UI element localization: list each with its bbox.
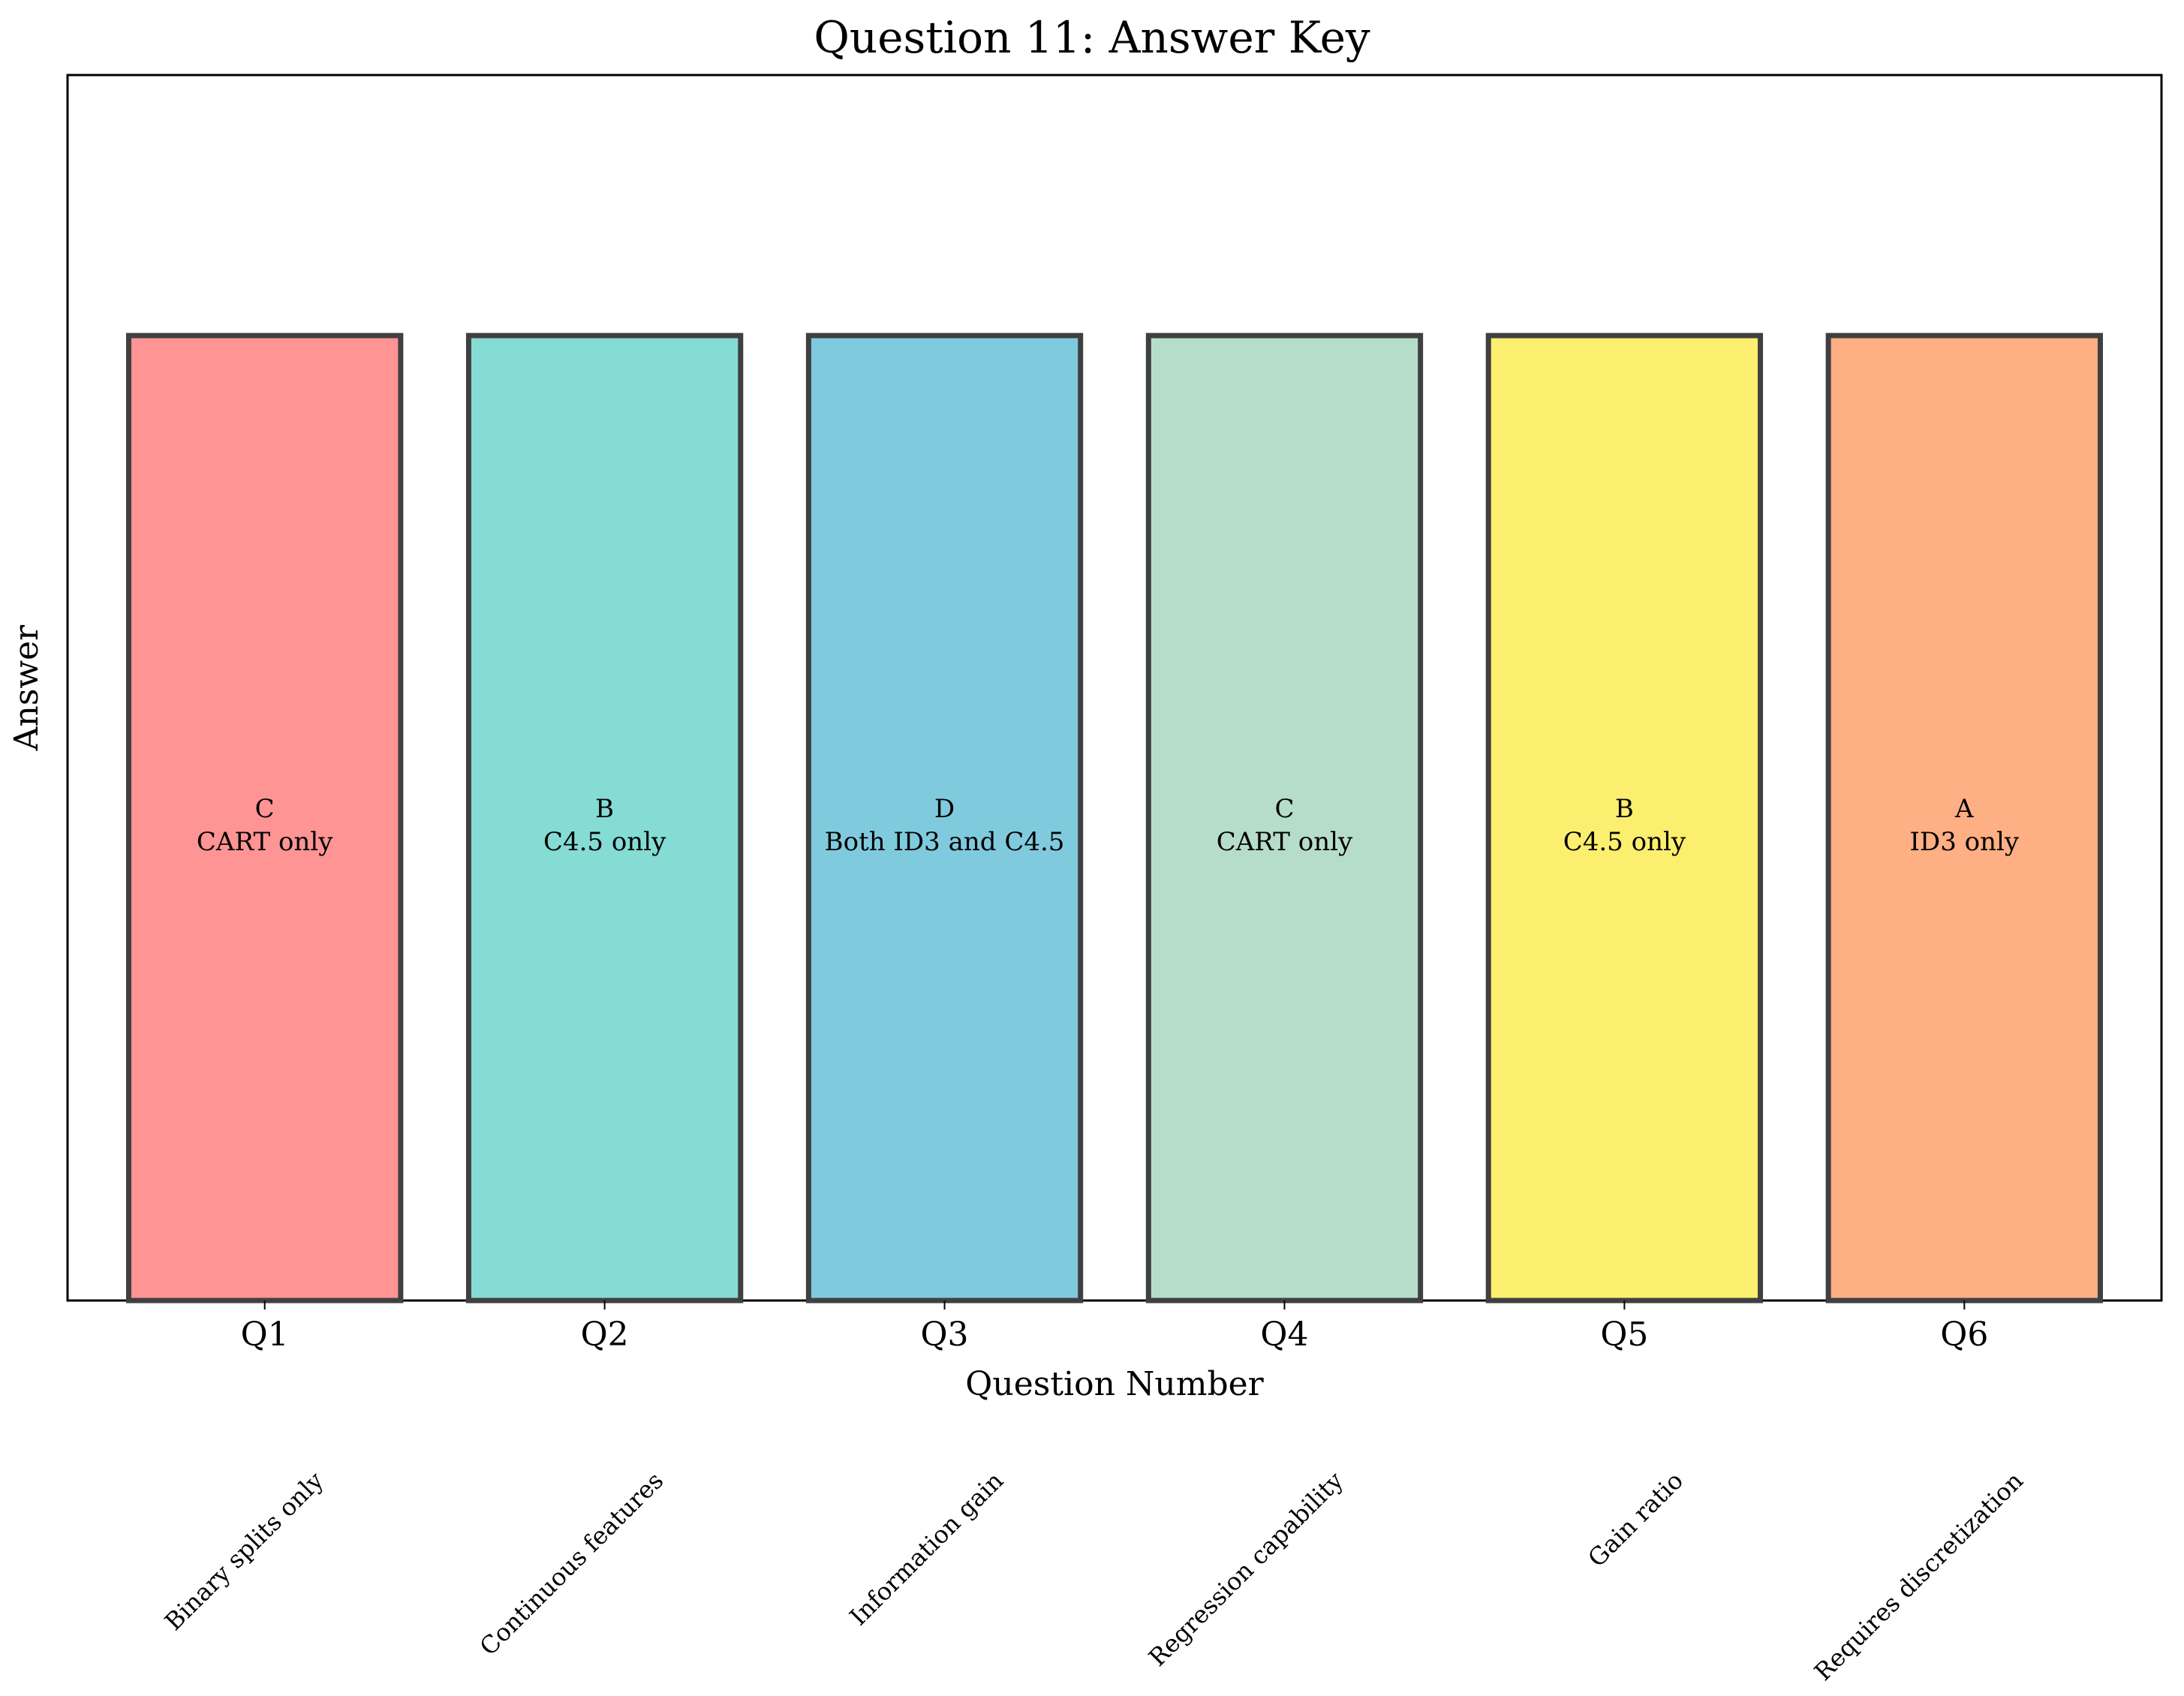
answer-letter-label: B xyxy=(1615,794,1634,824)
answer-letter-label: D xyxy=(934,794,955,824)
bar-q3 xyxy=(805,332,1084,1304)
answer-text-label: C4.5 only xyxy=(1563,827,1686,857)
bar-q4 xyxy=(1145,332,1424,1304)
answer-letter-label: C xyxy=(255,794,275,824)
x-tick-label: Q2 xyxy=(581,1316,629,1354)
question-description-label: Regression capability xyxy=(1143,1466,1349,1672)
x-tick-label: Q5 xyxy=(1600,1316,1648,1354)
descriptions-group: Binary splits only Continuous features Inf… xyxy=(159,1466,2029,1686)
answer-letter-label: C xyxy=(1274,794,1294,824)
answer-text-label: Both ID3 and C4.5 xyxy=(825,827,1065,857)
question-description-label: Information gain xyxy=(844,1466,1009,1631)
plot-area-frame xyxy=(66,74,2163,1302)
question-description-label: Requires discretization xyxy=(1809,1466,2029,1686)
answer-text-label: C4.5 only xyxy=(543,827,666,857)
x-ticks-group: Q1 Q2 Q3 Q4 Q5 Q6 xyxy=(241,1301,1988,1354)
bar-q2 xyxy=(465,332,744,1304)
question-description-label: Gain ratio xyxy=(1582,1466,1689,1573)
answer-text-label: ID3 only xyxy=(1910,827,2020,857)
answer-letter-label: B xyxy=(595,794,614,824)
x-axis-label: Question Number xyxy=(965,1365,1264,1403)
x-tick-label: Q6 xyxy=(1940,1316,1988,1354)
answer-text-label: CART only xyxy=(197,827,333,857)
question-description-label: Binary splits only xyxy=(159,1466,329,1636)
answer-letter-label: A xyxy=(1954,794,1974,824)
bar-q6 xyxy=(1825,332,2103,1304)
chart-title: Question 11: Answer Key xyxy=(814,12,1370,63)
question-description-label: Continuous features xyxy=(474,1466,669,1661)
x-tick-label: Q3 xyxy=(920,1316,968,1354)
answer-text-label: CART only xyxy=(1217,827,1353,857)
x-tick-label: Q1 xyxy=(241,1316,289,1354)
x-tick-label: Q4 xyxy=(1260,1316,1308,1354)
y-axis-label: Answer xyxy=(8,624,46,751)
bars-group xyxy=(126,332,2103,1304)
